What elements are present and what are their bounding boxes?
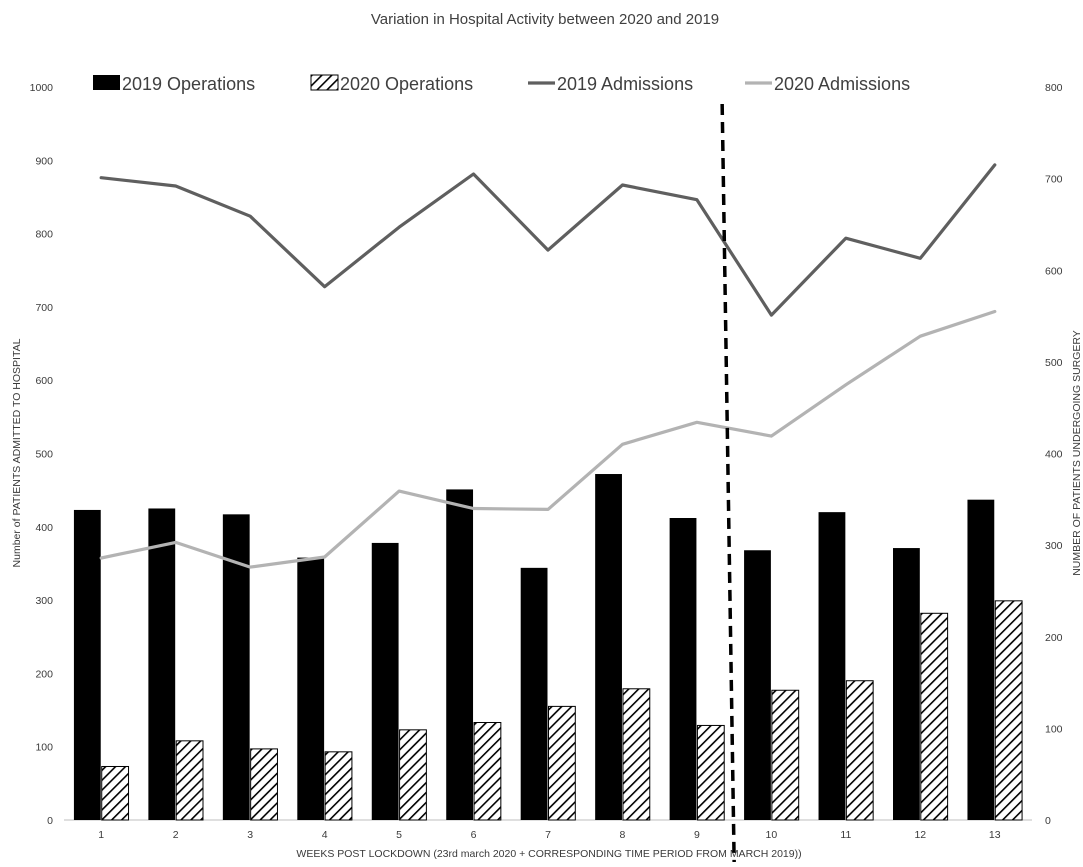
x-tick-label: 2 [173,829,179,841]
y-right-tick-label: 0 [1045,815,1051,827]
y-left-tick-label: 100 [35,742,53,754]
bar-2019-operations [73,509,101,820]
bar-2020-operations [622,688,651,821]
y-right-tick-label: 300 [1045,540,1063,552]
bar-2020-operations [771,689,800,821]
bar-2020-operations [175,740,204,821]
bar-2020-operations [696,724,725,821]
line-2020-admissions [99,309,997,569]
axes: 0 100 200 300 400 500 600 700 800 900 1000 0 100 200 3… [30,82,1063,841]
y-left-tick-label: 300 [35,595,53,607]
y-right-tick-label: 600 [1045,265,1063,277]
x-tick-label: 4 [322,829,328,841]
y-left-tick-label: 800 [35,229,53,241]
bar-2020-operations [994,600,1023,821]
x-tick-label: 8 [620,829,626,841]
legend-swatch-2020-operations [310,74,339,91]
y-right-tick-label: 100 [1045,723,1063,735]
bar-2019-operations [297,557,325,820]
y-left-tick-label: 200 [35,668,53,680]
x-tick-label: 6 [471,829,477,841]
bar-2019-operations [371,542,399,820]
bar-2019-operations [520,567,548,820]
bar-2019-operations [446,489,474,820]
bar-2019-operations [744,550,771,820]
legend-label-2020-admissions: 2020 Admissions [774,74,910,94]
y-right-tick-label: 400 [1045,449,1063,461]
y-left-tick-label: 0 [47,815,53,827]
bar-2020-operations [473,722,502,821]
bar-2020-operations [101,765,130,821]
x-tick-label: 11 [840,829,851,841]
x-tick-label: 5 [396,829,402,841]
x-axis-title: WEEKS POST LOCKDOWN (23rd march 2020 + C… [296,848,801,860]
x-tick-label: 1 [98,829,104,841]
bar-2019-operations [595,474,622,820]
bar-2019-operations [148,508,176,820]
lines [99,163,997,569]
y-right-tick-label: 200 [1045,632,1063,644]
x-tick-label: 3 [247,829,253,841]
y-right-tick-label: 700 [1045,174,1063,186]
y-axis-right-title: NUMBER OF PATIENTS UNDERGOING SURGERY [1071,330,1083,576]
lockdown-dashed-line [720,103,736,863]
y-right-tick-label: 800 [1045,82,1063,94]
bar-2019-operations [669,518,697,820]
y-left-tick-label: 500 [35,449,53,461]
x-tick-label: 9 [694,829,700,841]
bar-2020-operations [845,680,874,821]
bar-2019-operations [818,512,846,820]
y-left-tick-label: 700 [35,302,53,314]
y-left-tick-label: 900 [35,155,53,167]
y-left-tick-label: 400 [35,522,53,534]
bar-2020-operations [250,748,278,821]
lockdown-marker [720,103,736,863]
x-tick-label: 10 [766,829,778,841]
bar-2019-operations [893,548,920,820]
y-right-tick-label: 500 [1045,357,1063,369]
bars [73,474,1023,821]
chart-title: Variation in Hospital Activity between 2… [371,11,719,28]
x-tick-label: 13 [989,829,1001,841]
legend-label-2019-operations: 2019 Operations [122,74,255,94]
bar-2020-operations [399,729,427,821]
bar-2019-operations [967,499,995,820]
bar-2020-operations [324,751,353,821]
legend: 2019 Operations 2020 Operations 2019 Admis… [93,74,910,94]
bar-2020-operations [920,612,949,821]
y-axis-left-title: Number of PATIENTS ADMITTED TO HOSPITAL [11,338,23,567]
x-tick-label: 7 [545,829,551,841]
line-2019-admissions [99,163,997,317]
legend-label-2020-operations: 2020 Operations [340,74,473,94]
bar-2020-operations [548,705,576,821]
legend-swatch-2019-operations [93,75,120,90]
y-left-tick-label: 1000 [30,82,54,94]
x-tick-label: 12 [914,829,926,841]
legend-label-2019-admissions: 2019 Admissions [557,74,693,94]
y-left-tick-label: 600 [35,375,53,387]
